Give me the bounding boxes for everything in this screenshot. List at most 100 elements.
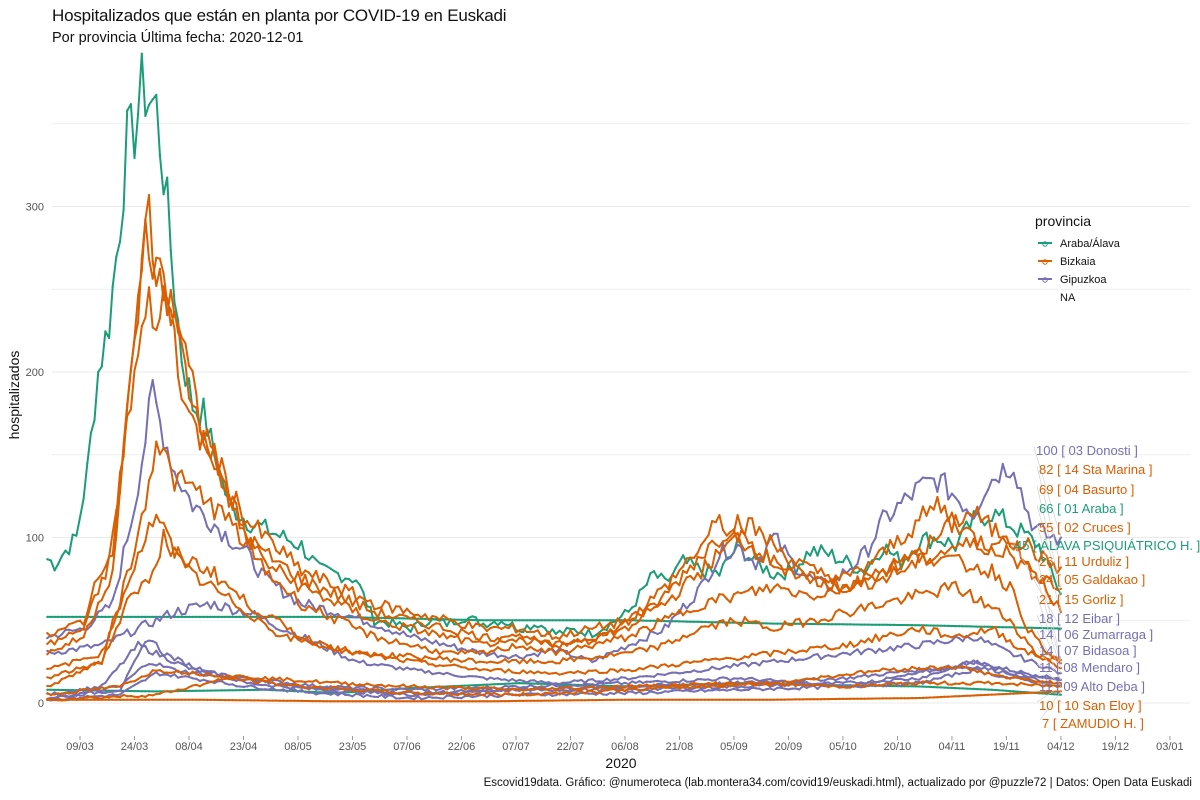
data-point xyxy=(674,639,677,642)
data-point xyxy=(93,419,96,422)
data-point xyxy=(202,397,205,400)
data-point xyxy=(761,689,765,692)
data-point xyxy=(591,661,594,664)
data-point xyxy=(925,477,928,480)
data-point xyxy=(533,652,536,655)
data-point xyxy=(387,688,390,691)
data-point xyxy=(456,649,459,652)
data-point xyxy=(900,543,903,546)
data-point xyxy=(990,543,994,546)
data-point xyxy=(805,684,808,687)
data-point xyxy=(707,689,710,692)
data-point xyxy=(718,556,721,559)
data-point xyxy=(173,327,176,330)
data-point xyxy=(224,675,227,678)
data-point xyxy=(416,657,419,660)
data-point xyxy=(482,619,485,622)
data-point xyxy=(365,651,369,654)
data-point xyxy=(936,696,939,699)
data-point xyxy=(525,643,529,646)
data-point xyxy=(198,485,201,488)
data-point xyxy=(867,560,870,564)
data-point xyxy=(144,675,147,678)
data-point xyxy=(616,698,619,701)
data-point xyxy=(478,669,481,672)
data-point xyxy=(478,619,481,622)
data-point xyxy=(682,602,685,606)
data-point xyxy=(910,673,914,676)
data-point xyxy=(631,670,634,673)
data-point xyxy=(605,698,608,702)
data-point xyxy=(551,672,554,675)
data-point xyxy=(431,642,434,645)
data-point xyxy=(845,646,848,649)
data-point xyxy=(162,654,165,658)
data-point xyxy=(493,700,496,703)
data-point xyxy=(678,689,681,692)
data-point xyxy=(609,619,612,622)
data-point xyxy=(518,636,521,639)
data-point xyxy=(732,551,736,554)
data-point xyxy=(1038,560,1041,563)
data-point xyxy=(1056,685,1059,689)
data-point xyxy=(147,663,151,666)
data-point xyxy=(969,687,972,690)
data-point xyxy=(540,640,543,643)
data-point xyxy=(1030,650,1033,653)
data-point xyxy=(271,689,274,692)
data-point xyxy=(533,648,536,651)
data-point xyxy=(950,511,954,514)
data-point xyxy=(543,662,547,665)
data-point xyxy=(889,631,892,634)
data-point xyxy=(711,566,714,569)
data-point xyxy=(907,557,910,560)
data-point xyxy=(954,554,957,557)
data-point xyxy=(576,638,579,641)
data-point xyxy=(867,573,870,576)
data-point xyxy=(191,404,194,407)
data-point xyxy=(195,689,198,692)
data-point xyxy=(1038,676,1041,679)
data-point xyxy=(838,697,841,701)
data-point xyxy=(830,697,834,701)
data-point xyxy=(187,603,191,606)
data-point xyxy=(191,481,194,484)
data-point xyxy=(71,697,74,700)
data-point xyxy=(100,642,103,645)
data-point xyxy=(133,632,136,635)
data-point xyxy=(217,590,220,593)
data-point xyxy=(976,563,979,566)
data-point xyxy=(707,625,710,628)
data-point xyxy=(776,622,779,625)
data-point xyxy=(180,469,183,472)
data-point xyxy=(340,616,343,619)
data-point xyxy=(936,490,939,493)
data-point xyxy=(427,663,430,666)
data-point xyxy=(126,678,129,681)
data-point xyxy=(424,689,427,692)
data-point xyxy=(187,689,191,693)
data-point xyxy=(525,694,529,697)
data-point xyxy=(801,658,805,662)
data-point xyxy=(71,622,74,625)
data-point xyxy=(311,686,314,689)
data-point xyxy=(413,667,416,670)
data-point xyxy=(402,622,405,625)
data-point xyxy=(990,643,994,646)
data-point xyxy=(416,613,419,616)
data-point xyxy=(431,657,434,661)
data-point xyxy=(896,697,899,700)
data-point xyxy=(1012,548,1015,551)
data-point xyxy=(1019,681,1023,685)
data-point xyxy=(878,647,881,651)
data-point xyxy=(180,361,183,364)
data-point xyxy=(318,592,321,595)
data-point xyxy=(78,637,82,640)
data-point xyxy=(438,655,441,658)
data-point xyxy=(558,682,561,686)
data-point xyxy=(969,671,972,674)
data-point xyxy=(53,691,56,694)
data-point xyxy=(860,675,863,678)
data-point xyxy=(198,448,201,451)
data-point xyxy=(64,549,67,552)
